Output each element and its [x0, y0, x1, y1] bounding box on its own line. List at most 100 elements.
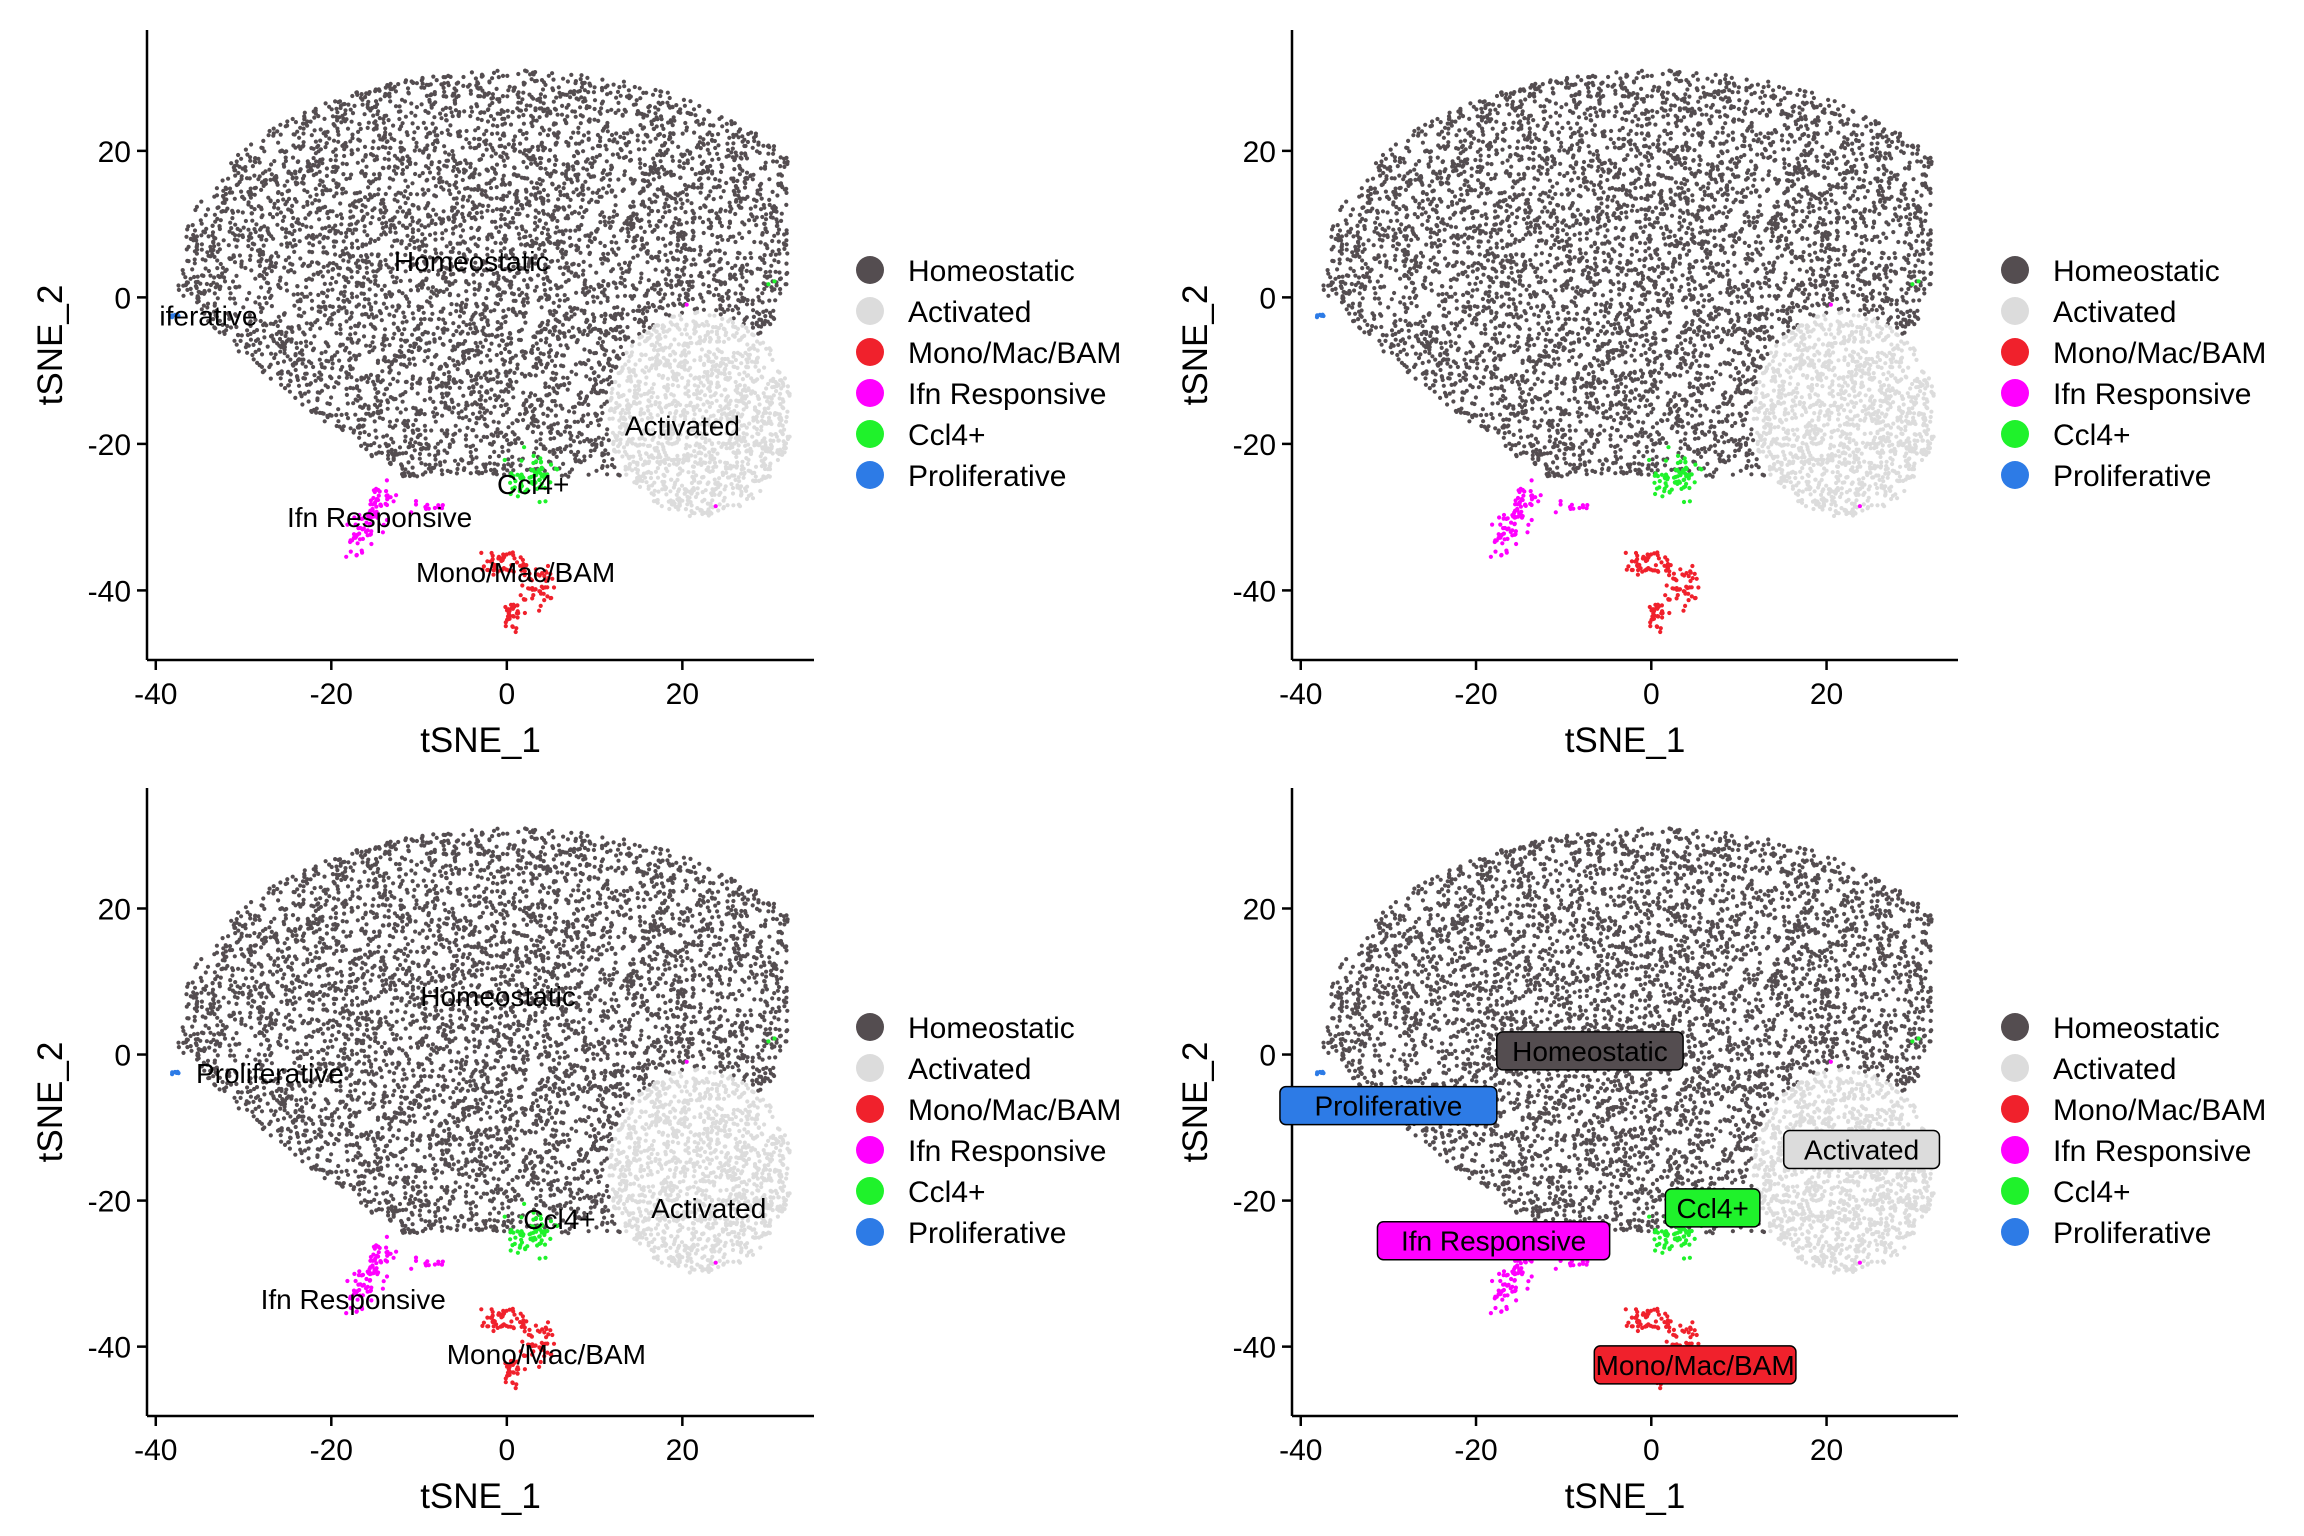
point — [782, 232, 786, 236]
point — [371, 153, 375, 157]
point — [387, 158, 391, 162]
point — [364, 447, 368, 451]
point — [586, 233, 590, 237]
point — [187, 245, 191, 249]
point — [777, 252, 781, 256]
point — [556, 421, 560, 425]
point — [490, 76, 494, 80]
point — [473, 206, 477, 210]
point — [388, 226, 392, 230]
point — [426, 155, 430, 159]
point — [355, 295, 359, 299]
point — [600, 346, 604, 350]
point — [507, 191, 511, 195]
point — [301, 376, 305, 380]
point — [448, 386, 452, 390]
point — [376, 361, 380, 365]
point — [619, 94, 623, 98]
point — [540, 305, 544, 309]
point — [295, 374, 299, 378]
point — [513, 134, 517, 138]
point — [259, 285, 263, 289]
point — [603, 353, 607, 357]
point — [185, 227, 189, 231]
point — [560, 113, 564, 117]
point — [600, 290, 604, 294]
point — [496, 302, 500, 306]
point — [473, 400, 477, 404]
point — [488, 196, 492, 200]
point — [374, 125, 378, 129]
point — [732, 179, 736, 183]
point — [424, 126, 428, 130]
point — [579, 77, 583, 81]
point — [501, 315, 505, 319]
point — [635, 309, 639, 313]
point — [294, 200, 298, 204]
point — [520, 441, 524, 445]
point — [258, 228, 262, 232]
point — [312, 373, 316, 377]
point — [336, 297, 340, 301]
point — [344, 309, 348, 313]
point — [411, 203, 415, 207]
point — [536, 347, 540, 351]
point — [525, 426, 529, 430]
point — [420, 102, 424, 106]
point — [353, 191, 357, 195]
point — [659, 299, 663, 303]
point — [640, 238, 644, 242]
point — [408, 362, 412, 366]
point — [417, 207, 421, 211]
point — [683, 183, 687, 187]
point — [737, 129, 741, 133]
point — [589, 449, 593, 453]
point — [598, 220, 602, 224]
point — [370, 252, 374, 256]
point — [469, 105, 473, 109]
point — [184, 235, 188, 239]
point — [469, 318, 473, 322]
point — [372, 172, 376, 176]
point — [356, 394, 360, 398]
point — [387, 443, 391, 447]
point — [645, 242, 649, 246]
point — [712, 293, 716, 297]
point — [678, 293, 682, 297]
point — [535, 186, 539, 190]
point — [454, 89, 458, 93]
point — [706, 290, 710, 294]
point — [485, 354, 489, 358]
point — [291, 156, 295, 160]
point — [200, 242, 204, 246]
point — [531, 97, 535, 101]
point — [543, 83, 547, 87]
point — [275, 212, 279, 216]
point — [647, 109, 651, 113]
point — [662, 205, 666, 209]
point — [393, 449, 397, 453]
point — [276, 206, 280, 210]
point — [761, 144, 765, 148]
point — [687, 288, 691, 292]
point — [190, 267, 194, 271]
point — [603, 144, 607, 148]
point — [437, 367, 441, 371]
point — [586, 403, 590, 407]
point — [360, 244, 364, 248]
point — [388, 424, 392, 428]
point — [528, 203, 532, 207]
point — [287, 170, 291, 174]
point — [539, 431, 543, 435]
point — [596, 418, 600, 422]
point — [451, 321, 455, 325]
point — [516, 207, 520, 211]
point — [434, 222, 438, 226]
point — [220, 271, 224, 275]
point — [522, 151, 526, 155]
point — [656, 187, 660, 191]
point — [478, 341, 482, 345]
point — [233, 174, 237, 178]
point — [497, 75, 501, 79]
point — [342, 154, 346, 158]
